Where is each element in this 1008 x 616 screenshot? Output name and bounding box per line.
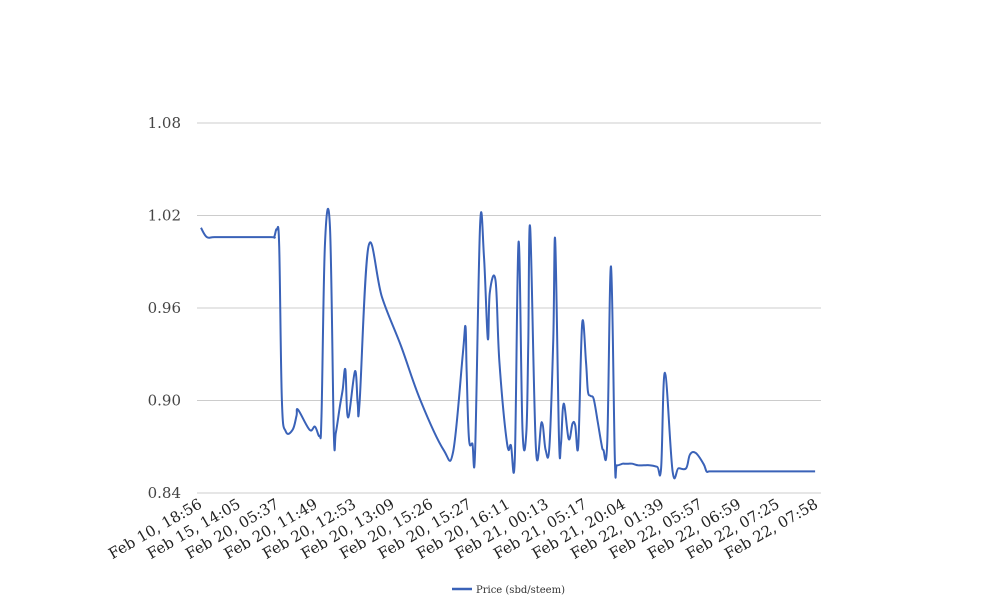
legend: Price (sbd/steem) — [452, 585, 565, 596]
y-tick-label: 1.02 — [148, 207, 181, 225]
gridlines — [197, 122, 821, 494]
y-axis-ticks: 0.84 0.90 0.96 1.02 1.08 — [148, 114, 181, 502]
y-tick-label: 0.96 — [148, 299, 181, 317]
legend-label: Price (sbd/steem) — [476, 585, 565, 596]
y-tick-label: 1.08 — [148, 114, 181, 132]
series-line — [200, 207, 816, 480]
y-tick-label: 0.84 — [148, 484, 181, 502]
y-tick-label: 0.90 — [148, 392, 181, 410]
series-layer — [200, 207, 816, 480]
